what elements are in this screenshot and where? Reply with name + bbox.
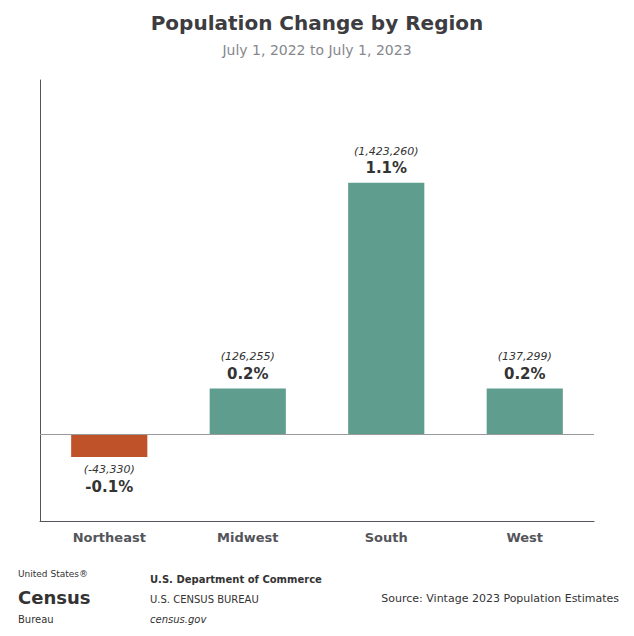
svg-text:(137,299): (137,299) bbox=[498, 350, 552, 363]
svg-text:Population Change by Region: Population Change by Region bbox=[151, 11, 484, 35]
svg-text:Census: Census bbox=[18, 587, 90, 608]
svg-text:U.S. CENSUS BUREAU: U.S. CENSUS BUREAU bbox=[150, 594, 259, 605]
svg-text:1.1%: 1.1% bbox=[365, 159, 407, 177]
svg-text:U.S. Department of Commerce: U.S. Department of Commerce bbox=[150, 574, 322, 585]
svg-text:(1,423,260): (1,423,260) bbox=[354, 145, 419, 158]
svg-text:Bureau: Bureau bbox=[18, 614, 54, 625]
svg-text:census.gov: census.gov bbox=[150, 614, 207, 625]
svg-text:South: South bbox=[365, 530, 408, 545]
svg-text:West: West bbox=[506, 530, 543, 545]
svg-text:0.2%: 0.2% bbox=[504, 365, 546, 383]
svg-text:United States®: United States® bbox=[18, 569, 88, 579]
svg-text:Northeast: Northeast bbox=[73, 530, 146, 545]
svg-text:Source: Vintage 2023 Populatio: Source: Vintage 2023 Population Estimate… bbox=[381, 592, 619, 605]
svg-text:-0.1%: -0.1% bbox=[85, 478, 133, 496]
svg-text:July 1, 2022 to July 1, 2023: July 1, 2022 to July 1, 2023 bbox=[221, 42, 411, 58]
svg-text:0.2%: 0.2% bbox=[227, 365, 269, 383]
svg-text:Midwest: Midwest bbox=[217, 530, 278, 545]
svg-text:(-43,330): (-43,330) bbox=[84, 463, 135, 476]
svg-text:(126,255): (126,255) bbox=[221, 350, 275, 363]
